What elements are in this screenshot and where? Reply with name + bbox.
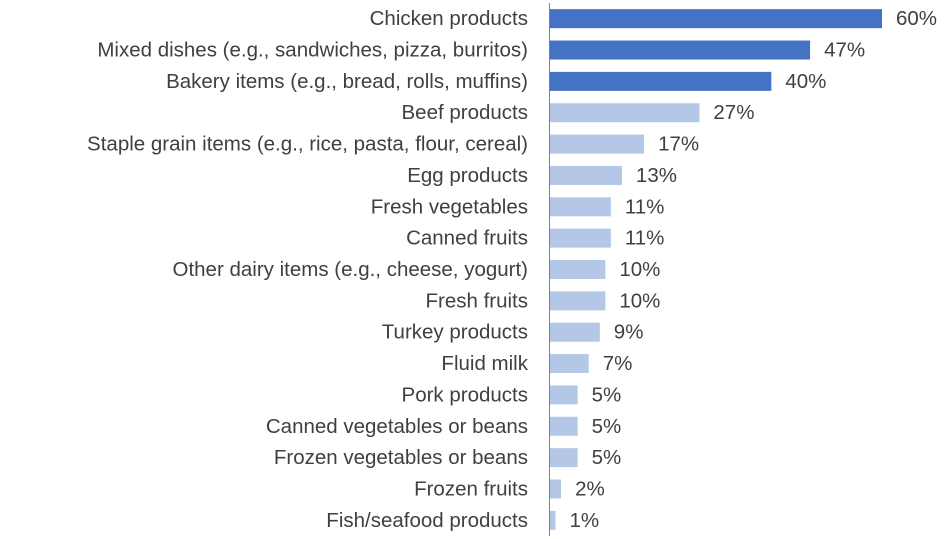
- value-label: 40%: [785, 70, 826, 93]
- bar: [550, 40, 811, 60]
- category-label: Egg products: [407, 164, 528, 187]
- bar-row: Pork products 5%: [402, 383, 622, 406]
- bar: [550, 9, 882, 29]
- bar: [550, 416, 578, 436]
- value-label: 27%: [713, 101, 754, 124]
- category-label: Frozen fruits: [414, 477, 528, 500]
- bar: [550, 322, 600, 342]
- bar: [550, 134, 645, 154]
- value-label: 10%: [619, 258, 660, 281]
- bar-row: Egg products 13%: [407, 164, 677, 187]
- category-label: Other dairy items (e.g., cheese, yogurt): [173, 258, 528, 281]
- value-label: 9%: [614, 321, 644, 344]
- bar-row: Canned fruits 11%: [406, 227, 664, 250]
- value-label: 47%: [824, 39, 865, 62]
- bar-row: Mixed dishes (e.g., sandwiches, pizza, b…: [97, 39, 865, 62]
- bar: [550, 510, 556, 530]
- bar: [550, 103, 700, 123]
- value-label: 5%: [592, 446, 622, 469]
- bar-row: Canned vegetables or beans 5%: [266, 415, 621, 438]
- category-label: Chicken products: [370, 7, 528, 30]
- bar-row: Frozen vegetables or beans 5%: [274, 446, 621, 469]
- value-label: 11%: [625, 227, 665, 250]
- value-label: 17%: [658, 133, 699, 156]
- bar: [550, 291, 606, 311]
- category-label: Canned fruits: [406, 227, 528, 250]
- bar-row: Fish/seafood products 1%: [326, 509, 599, 532]
- value-label: 7%: [603, 352, 633, 375]
- bar-row: Turkey products 9%: [382, 321, 644, 344]
- category-label: Fluid milk: [441, 352, 528, 375]
- bar-row: Frozen fruits 2%: [414, 477, 605, 500]
- bar: [550, 228, 611, 248]
- bar: [550, 385, 578, 405]
- category-label: Canned vegetables or beans: [266, 415, 528, 438]
- bar-row: Chicken products 60%: [370, 7, 937, 30]
- category-label: Mixed dishes (e.g., sandwiches, pizza, b…: [97, 39, 528, 62]
- value-label: 5%: [592, 383, 622, 406]
- bar-row: Fresh vegetables 11%: [371, 195, 665, 218]
- category-label: Frozen vegetables or beans: [274, 446, 528, 469]
- bar-row: Fluid milk 7%: [441, 352, 632, 375]
- bar: [550, 165, 622, 185]
- bar: [550, 260, 606, 279]
- value-label: 10%: [619, 289, 660, 312]
- category-label: Bakery items (e.g., bread, rolls, muffin…: [166, 70, 528, 93]
- category-label: Fresh vegetables: [371, 195, 528, 218]
- category-label: Beef products: [402, 101, 529, 124]
- value-label: 1%: [570, 509, 600, 532]
- category-label: Pork products: [402, 383, 528, 406]
- bar-row: Bakery items (e.g., bread, rolls, muffin…: [166, 70, 826, 93]
- value-label: 11%: [625, 195, 665, 218]
- category-label: Fresh fruits: [425, 289, 528, 312]
- bar-row: Other dairy items (e.g., cheese, yogurt)…: [173, 258, 661, 281]
- value-label: 13%: [636, 164, 677, 187]
- bar: [550, 197, 611, 217]
- bar: [550, 71, 772, 91]
- bar: [550, 448, 578, 468]
- value-label: 2%: [575, 477, 605, 500]
- bar: [550, 479, 562, 499]
- value-label: 60%: [896, 7, 937, 30]
- value-label: 5%: [592, 415, 622, 438]
- category-label: Fish/seafood products: [326, 509, 528, 532]
- bar-row: Fresh fruits 10%: [425, 289, 660, 312]
- bar-row: Beef products 27%: [402, 101, 755, 124]
- bar: [550, 354, 589, 374]
- bar-row: Staple grain items (e.g., rice, pasta, f…: [87, 133, 699, 156]
- category-label: Turkey products: [382, 321, 528, 344]
- category-label: Staple grain items (e.g., rice, pasta, f…: [87, 133, 528, 156]
